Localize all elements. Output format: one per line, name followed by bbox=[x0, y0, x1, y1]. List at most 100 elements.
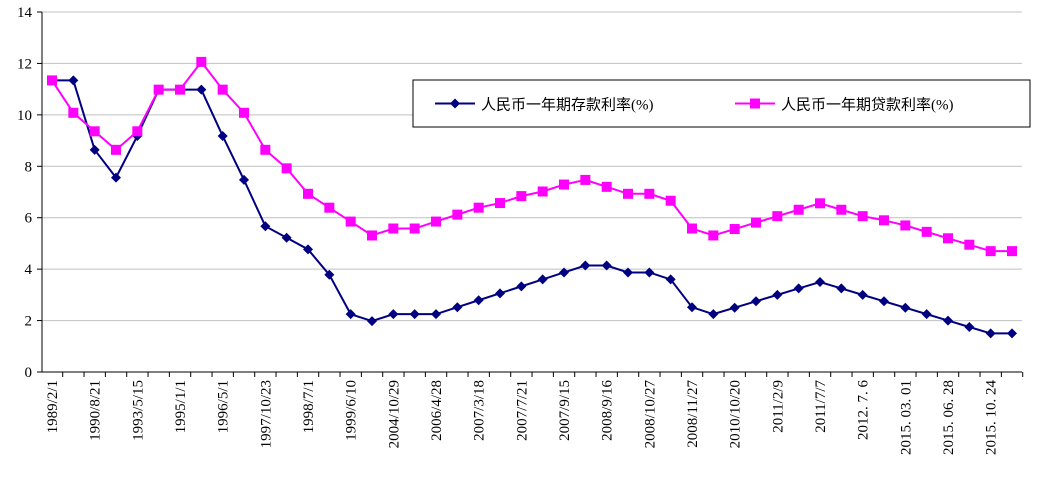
point bbox=[964, 239, 975, 250]
point bbox=[900, 302, 911, 313]
point bbox=[175, 84, 185, 95]
x-tick-label: 1998/7/1 bbox=[301, 380, 317, 433]
y-tick-label: 12 bbox=[17, 56, 32, 72]
point bbox=[772, 211, 783, 222]
point bbox=[324, 202, 335, 213]
point bbox=[580, 260, 591, 271]
x-tick-label: 2010/10/20 bbox=[728, 380, 744, 448]
x-tick-label: 2015. 03. 01 bbox=[898, 380, 914, 455]
point bbox=[836, 204, 847, 215]
x-tick-label: 2007/7/21 bbox=[514, 380, 530, 441]
point bbox=[303, 188, 313, 199]
x-tick-label: 2008/11/27 bbox=[685, 380, 701, 448]
point bbox=[473, 295, 484, 306]
point bbox=[367, 316, 377, 327]
point bbox=[452, 209, 463, 220]
point bbox=[431, 216, 441, 227]
point bbox=[964, 322, 975, 332]
legend-label: 人民币一年期贷款利率(%) bbox=[781, 97, 954, 114]
point bbox=[985, 328, 996, 339]
x-tick-label: 2007/3/18 bbox=[472, 380, 488, 441]
point bbox=[857, 211, 868, 222]
point bbox=[89, 144, 100, 155]
point bbox=[985, 246, 996, 257]
point bbox=[281, 163, 292, 174]
point bbox=[239, 107, 249, 118]
point bbox=[303, 244, 313, 255]
point bbox=[111, 144, 121, 155]
point bbox=[815, 198, 825, 209]
point bbox=[132, 126, 143, 137]
x-tick-label: 2012. 7. 6 bbox=[856, 380, 872, 441]
point bbox=[601, 260, 612, 271]
series-line bbox=[51, 60, 1012, 253]
x-tick-label: 2015. 10. 24 bbox=[984, 380, 1000, 456]
x-tick-label: 2004/10/29 bbox=[386, 380, 402, 448]
point bbox=[196, 84, 207, 95]
point bbox=[217, 84, 228, 95]
x-tick-label: 2011/2/9 bbox=[770, 380, 786, 433]
x-tick-label: 2015. 06. 28 bbox=[941, 380, 957, 455]
point bbox=[687, 302, 697, 313]
point bbox=[900, 220, 911, 231]
point bbox=[409, 309, 420, 320]
point bbox=[47, 75, 57, 86]
point bbox=[1007, 246, 1017, 257]
point bbox=[687, 223, 697, 234]
x-tick-label: 2011/7/7 bbox=[813, 380, 829, 433]
point bbox=[879, 215, 889, 226]
point bbox=[601, 181, 612, 192]
point bbox=[516, 281, 527, 292]
point bbox=[644, 188, 655, 199]
point bbox=[89, 126, 100, 137]
x-tick-label: 1997/10/23 bbox=[258, 380, 274, 448]
x-tick-label: 2006/4/28 bbox=[429, 380, 445, 441]
y-tick-label: 14 bbox=[17, 5, 33, 21]
point bbox=[281, 232, 292, 243]
point bbox=[111, 172, 121, 183]
point bbox=[623, 267, 633, 278]
y-tick-label: 0 bbox=[25, 365, 33, 381]
point bbox=[623, 188, 633, 199]
point bbox=[260, 221, 271, 232]
point bbox=[793, 204, 804, 215]
legend-label: 人民币一年期存款利率(%) bbox=[481, 97, 654, 114]
point bbox=[879, 296, 889, 307]
point bbox=[921, 226, 932, 237]
y-tick-label: 2 bbox=[25, 314, 33, 330]
x-tick-label: 2008/9/16 bbox=[600, 380, 616, 441]
y-tick-label: 4 bbox=[25, 262, 33, 278]
point bbox=[708, 230, 719, 241]
point bbox=[943, 315, 953, 326]
point bbox=[409, 223, 420, 234]
x-tick-label: 1995/1/1 bbox=[173, 380, 189, 433]
point bbox=[473, 202, 484, 213]
point bbox=[665, 274, 676, 285]
x-tick-label: 1999/6/10 bbox=[344, 380, 360, 441]
y-tick-label: 6 bbox=[25, 211, 33, 227]
point bbox=[431, 309, 441, 320]
point bbox=[345, 216, 356, 227]
y-tick-label: 8 bbox=[25, 159, 33, 175]
x-tick-label: 1990/8/21 bbox=[88, 380, 104, 441]
point bbox=[537, 274, 548, 285]
point bbox=[495, 288, 505, 299]
point bbox=[239, 174, 249, 185]
legend-box bbox=[412, 79, 1031, 128]
series-line bbox=[52, 79, 1012, 335]
x-tick-label: 2007/9/15 bbox=[557, 380, 573, 441]
point bbox=[516, 191, 527, 202]
point bbox=[857, 289, 868, 300]
x-tick-label: 1996/5/1 bbox=[216, 380, 232, 433]
point bbox=[450, 98, 460, 109]
point bbox=[260, 144, 271, 155]
point bbox=[580, 174, 591, 185]
point bbox=[750, 98, 760, 109]
x-tick-label: 1989/2/1 bbox=[45, 380, 61, 433]
point bbox=[324, 269, 335, 280]
y-tick-label: 10 bbox=[17, 108, 32, 124]
point bbox=[836, 283, 847, 294]
point bbox=[793, 283, 804, 294]
point bbox=[537, 186, 548, 197]
